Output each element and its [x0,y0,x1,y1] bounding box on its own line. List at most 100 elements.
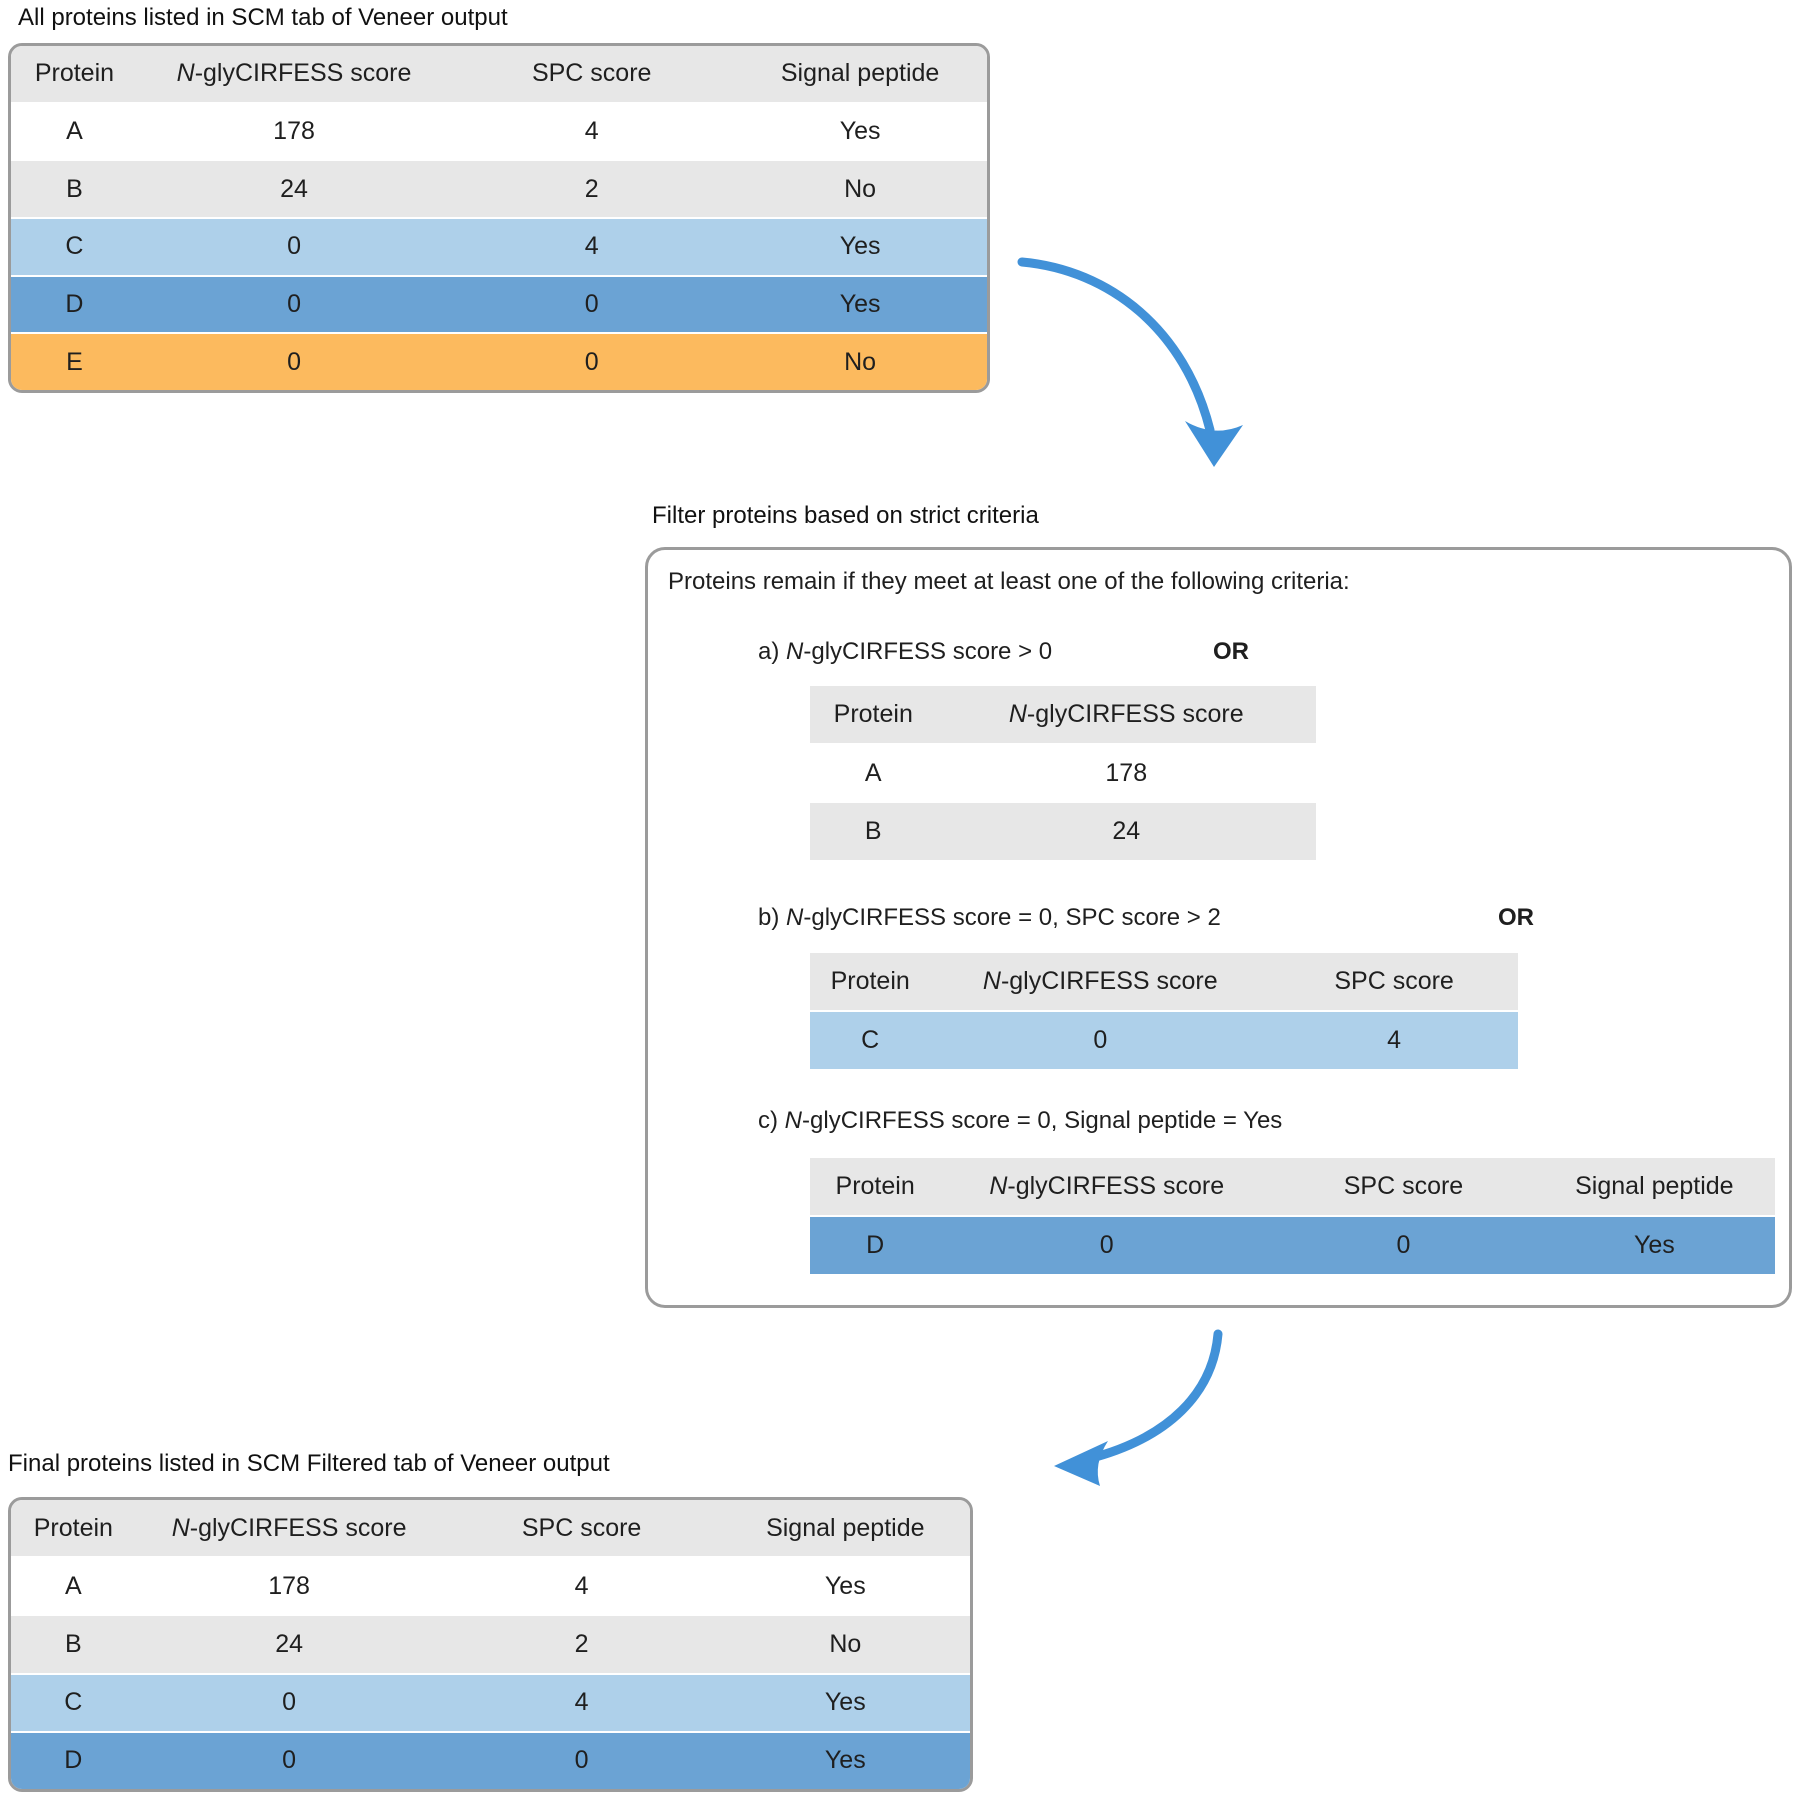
cell-signal: Yes [839,117,881,145]
criterion-a-text: a) N-glyCIRFESS score > 0 [758,638,1052,666]
criterion-a-italic-n: N [786,638,804,665]
table-header-row: Protein N-glyCIRFESS score SPC score Sig… [11,46,987,104]
criterion-a-table: Protein N-glyCIRFESS score A 178 B 24 [810,686,1316,861]
cell-spc: 0 [584,290,599,319]
criterion-c-prefix: c) [758,1107,785,1134]
cell-ngly: 0 [287,347,301,376]
header-cell-spc-score: SPC score [521,1513,642,1542]
cell-signal: Yes [1633,1231,1675,1259]
cell-spc: 0 [1396,1231,1411,1259]
cell-protein: D [65,290,84,319]
table-row-protein-b: B 24 [810,803,1316,861]
table-row-protein-a: A 178 [810,744,1316,804]
cell-protein: C [65,232,84,261]
filter-box-label: Filter proteins based on strict criteria [652,502,1039,529]
cell-ngly: 24 [1112,817,1141,846]
ngly-italic-n: N [176,59,195,88]
criterion-c-text: c) N-glyCIRFESS score = 0, Signal peptid… [758,1107,1282,1135]
table-row-protein-c: C 0 4 Yes [11,219,987,277]
cell-protein: B [66,174,83,203]
cell-ngly: 24 [275,1630,303,1658]
criterion-c-rest: -glyCIRFESS score = 0, Signal peptide = … [802,1107,1283,1134]
cell-ngly: 24 [280,174,308,203]
header-cell-protein: Protein [34,59,115,88]
table-row-protein-b: B 24 2 No [11,1616,970,1675]
ngly-rest: -glyCIRFESS score [1007,1172,1225,1200]
final-proteins-table: Protein N-glyCIRFESS score SPC score Sig… [8,1497,973,1792]
or-label-b: OR [1498,904,1534,931]
cell-spc: 0 [584,347,599,376]
cell-ngly: 0 [1093,1026,1108,1054]
cell-ngly: 178 [273,117,315,145]
criterion-b-prefix: b) [758,904,787,931]
cell-spc: 2 [574,1630,589,1658]
cell-protein: D [866,1231,885,1259]
header-cell-signal-peptide: Signal peptide [766,1513,925,1542]
table-header-row: Protein N-glyCIRFESS score SPC score Sig… [810,1158,1775,1217]
ngly-rest: -glyCIRFESS score [1026,699,1244,728]
curved-arrow-left-icon [1054,1329,1223,1486]
header-cell-ngly-score: N-glyCIRFESS score [136,1514,443,1543]
cell-protein: A [864,758,882,787]
cell-protein: B [864,817,882,846]
ngly-rest: -glyCIRFESS score [189,1513,407,1542]
cell-signal: Yes [839,290,881,319]
table-row-protein-c: C 0 4 Yes [11,1674,970,1733]
criterion-b-text: b) N-glyCIRFESS score = 0, SPC score > 2 [758,904,1221,932]
header-cell-spc-score: SPC score [1343,1172,1464,1200]
cell-spc: 4 [1387,1026,1402,1054]
cell-ngly: 0 [282,1746,297,1775]
filter-intro-text: Proteins remain if they meet at least on… [668,568,1350,595]
cell-signal: No [844,347,877,376]
cell-signal: Yes [824,1688,866,1717]
cell-signal: No [844,174,877,203]
cell-spc: 4 [584,232,599,261]
header-cell-signal-peptide: Signal peptide [1575,1172,1734,1200]
criterion-a-prefix: a) [758,638,787,665]
header-cell-protein: Protein [835,1172,915,1200]
criterion-b-table: Protein N-glyCIRFESS score SPC score C 0… [810,953,1518,1069]
filter-criteria-box: Proteins remain if they meet at least on… [645,547,1792,1308]
table-header-row: Protein N-glyCIRFESS score [810,686,1316,745]
cell-protein: B [64,1630,82,1658]
cell-spc: 2 [584,174,599,203]
ngly-italic-n: N [171,1513,190,1542]
cell-spc: 4 [574,1688,589,1717]
criterion-b-rest: -glyCIRFESS score = 0, SPC score > 2 [803,904,1221,931]
ngly-rest: -glyCIRFESS score [194,59,412,88]
cell-protein: A [66,117,83,145]
or-label-a: OR [1213,638,1249,665]
table-header-row: Protein N-glyCIRFESS score SPC score Sig… [11,1500,970,1559]
cell-protein: A [64,1571,82,1600]
curved-arrow-down-icon [1017,257,1243,467]
header-cell-protein: Protein [33,1513,113,1542]
header-cell-ngly-score: N-glyCIRFESS score [937,700,1317,729]
cell-ngly: 0 [282,1688,297,1717]
cell-ngly: 178 [1105,758,1148,787]
header-cell-ngly-score: N-glyCIRFESS score [138,59,450,88]
cell-ngly: 0 [287,232,301,261]
cell-protein: D [64,1746,83,1775]
table-row-protein-a: A 178 4 Yes [11,1558,970,1617]
table-row-protein-d: D 0 0 Yes [11,276,987,335]
table-row-protein-e: E 0 0 No [11,334,987,390]
table-row-protein-d: D 0 0 Yes [11,1732,970,1789]
table-row-protein-c: C 0 4 [810,1012,1518,1069]
header-cell-ngly-score: N-glyCIRFESS score [930,967,1270,996]
ngly-italic-n: N [989,1172,1008,1200]
ngly-italic-n: N [1008,699,1027,728]
cell-signal: Yes [824,1571,866,1600]
header-cell-protein: Protein [833,699,913,728]
cell-spc: 4 [584,117,599,145]
table-row-protein-b: B 24 2 No [11,161,987,220]
ngly-italic-n: N [982,967,1001,995]
cell-signal: Yes [839,232,881,261]
all-proteins-table: Protein N-glyCIRFESS score SPC score Sig… [8,43,990,393]
cell-protein: E [66,347,83,376]
header-cell-spc-score: SPC score [531,59,652,88]
criterion-a-rest: -glyCIRFESS score > 0 [803,638,1053,665]
cell-protein: C [861,1026,880,1054]
table-row-protein-a: A 178 4 Yes [11,103,987,162]
header-cell-spc-score: SPC score [1334,967,1454,995]
cell-ngly: 0 [287,290,301,319]
